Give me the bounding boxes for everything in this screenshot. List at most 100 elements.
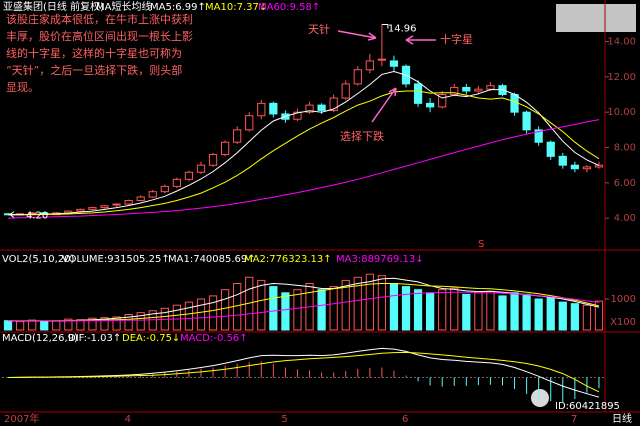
candle-body	[305, 104, 314, 113]
note-text: 显现。	[6, 81, 39, 94]
volume-bar	[3, 320, 13, 331]
note-text: 线的十字星，这样的十字星也可称为	[6, 46, 182, 60]
y-tick-label: 6.00	[614, 178, 636, 189]
candle-body	[413, 83, 423, 104]
callout: 选择下跌	[340, 129, 384, 143]
volume-bar	[413, 289, 423, 331]
candle-body	[233, 129, 242, 143]
ma-line	[7, 119, 600, 219]
volume-bar	[15, 320, 25, 331]
volume-bar	[28, 319, 37, 331]
legend-entry: MA60:9.58↑	[258, 2, 320, 13]
legend-entry: DIF:-1.03↑	[68, 333, 121, 344]
legend-entry: VOLUME:931505.25↑	[62, 254, 170, 265]
candle-body	[426, 102, 435, 108]
candle-body	[208, 154, 218, 166]
candle-body	[522, 111, 531, 131]
volume-bar	[40, 321, 49, 331]
volume-bar	[450, 287, 459, 331]
candle-body	[486, 85, 495, 90]
candle-body	[172, 178, 181, 187]
min-label: 4.20	[26, 211, 48, 222]
legend-entry: MA2:776323.13↑	[244, 254, 332, 265]
volume-bar	[498, 295, 507, 331]
volume-bar	[196, 298, 206, 331]
signal-marker: S	[478, 239, 484, 250]
volume-bar	[570, 303, 579, 331]
volume-bar	[582, 304, 592, 331]
candle-body	[100, 205, 109, 209]
candle-body	[269, 102, 278, 115]
ma-line	[8, 291, 600, 322]
volume-bar	[522, 293, 531, 331]
panel-title: MACD(12,26,9)	[2, 333, 78, 344]
callout: 十字星	[440, 32, 473, 46]
volume-bar	[594, 300, 604, 331]
note-text: 该股庄家成本很低，在牛市上涨中获利	[6, 12, 193, 26]
volume-bar	[76, 319, 85, 331]
candle-body	[546, 141, 555, 157]
ma-line	[8, 90, 600, 216]
candle-body	[377, 58, 387, 61]
volume-bar	[341, 279, 350, 331]
candle-body	[245, 115, 254, 131]
ma-line	[7, 277, 600, 322]
y-tick-label: 10.00	[607, 107, 636, 118]
volume-bar	[438, 289, 447, 331]
unit-label: X100	[610, 317, 636, 328]
candle-body	[389, 60, 399, 67]
y-tick-label: 4.00	[614, 213, 636, 224]
blurred-box	[556, 4, 636, 32]
candle-body	[184, 171, 194, 180]
volume-bar	[486, 290, 495, 331]
volume-bar	[208, 295, 218, 331]
ma-line	[7, 347, 600, 398]
peak-label: 14.96	[388, 24, 417, 35]
candle-body	[220, 141, 230, 156]
x-tick-label: 2007年	[4, 412, 39, 425]
candle-body	[76, 208, 85, 212]
candle-body	[341, 83, 350, 99]
y-tick-label: 1000	[611, 294, 636, 305]
candle-body	[257, 102, 266, 117]
volume-bar	[257, 279, 266, 331]
legend-entry: MA10:7.37↓	[205, 2, 267, 13]
stock-title: 亚盛集团(日线 前复权)	[3, 0, 104, 13]
callout-arrow	[337, 30, 377, 41]
ma-line	[7, 283, 600, 322]
volume-bar	[281, 292, 290, 331]
volume-bar	[546, 296, 555, 331]
x-tick-label: 6	[402, 414, 408, 425]
x-tick-label: 4	[125, 414, 131, 425]
volume-bar	[64, 318, 73, 331]
candle-body	[582, 166, 592, 170]
candle-body	[365, 60, 374, 71]
panel-title: VOL2(5,10,20)	[2, 254, 75, 265]
volume-bar	[389, 283, 399, 331]
candle-body	[329, 97, 338, 111]
candle-body	[160, 185, 169, 193]
indicator-name: MA短长均线	[96, 0, 151, 13]
candle-body	[570, 164, 579, 170]
volume-bar	[88, 317, 97, 331]
volume-bar	[136, 312, 145, 331]
y-tick-label: 12.00	[607, 72, 636, 83]
candle-body	[438, 94, 447, 108]
volume-bar	[293, 289, 302, 331]
candle-body	[88, 207, 97, 210]
min-arrow	[9, 211, 25, 219]
x-tick-label: 7	[571, 414, 577, 425]
volume-bar	[401, 286, 411, 331]
volume-bar	[474, 292, 483, 331]
volume-bar	[558, 301, 567, 331]
volume-bar	[377, 275, 387, 331]
legend-entry: DEA:-0.75↓	[122, 333, 180, 344]
peak-bracket	[381, 24, 389, 29]
callout-arrow	[371, 87, 397, 123]
ma-line	[8, 351, 600, 393]
candle-body	[534, 129, 543, 143]
note-text: 丰厚，股价在高位区间出现一根长上影	[6, 29, 193, 43]
